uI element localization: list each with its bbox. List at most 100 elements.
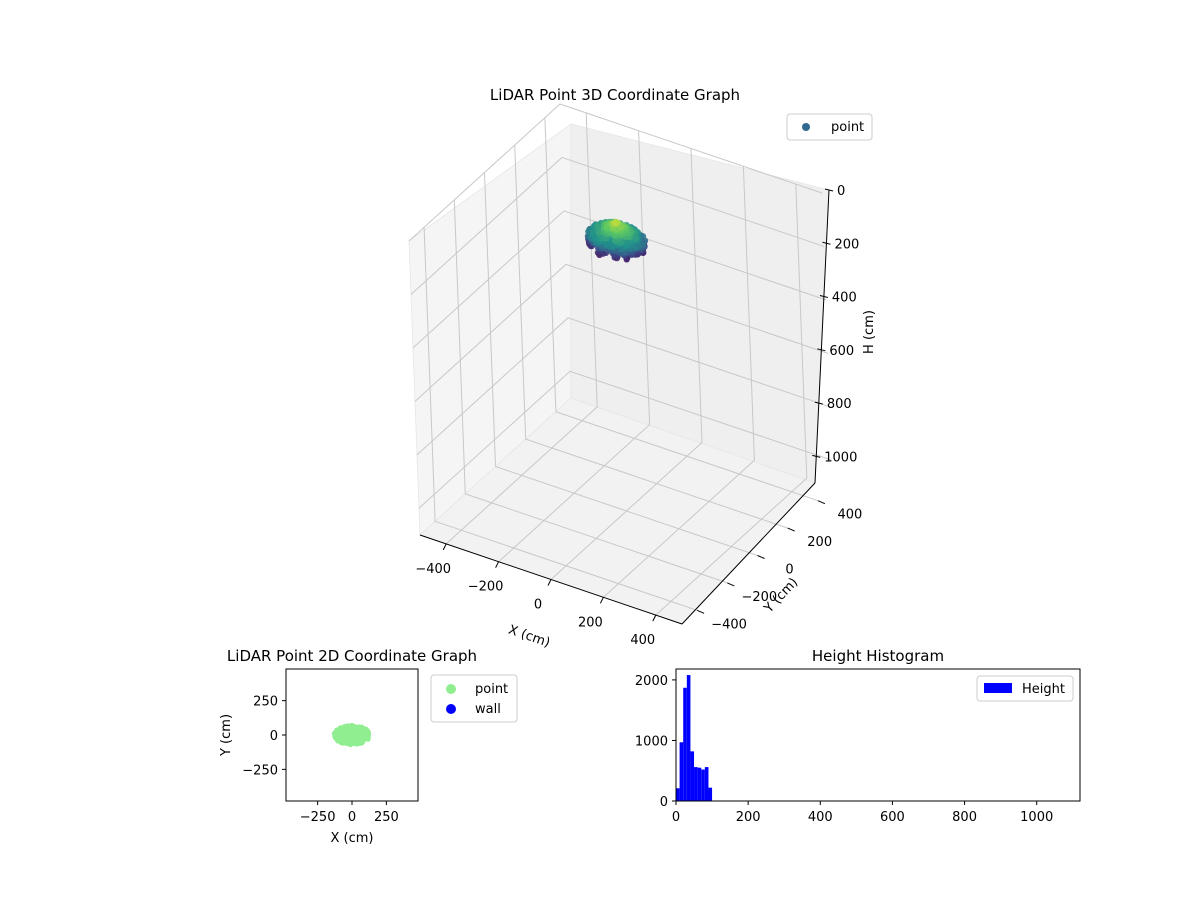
- scatter3d-gridline-z: [410, 156, 825, 295]
- scatter3d-legend: point: [786, 113, 873, 141]
- histogram-bar: [708, 787, 713, 801]
- histogram-bar: [697, 767, 702, 801]
- scatter3d-x-tick: [547, 579, 552, 586]
- scatter2d-point: [365, 734, 371, 740]
- scatter2d-legend-point-marker: [446, 684, 456, 694]
- scatter3d-legend-label: point: [831, 120, 864, 135]
- scatter3d-y-tick: [757, 555, 765, 559]
- histogram-x-tick-label: 200: [736, 810, 761, 825]
- scatter2d-y-tick-label: 250: [253, 695, 278, 710]
- scatter2d-point: [362, 726, 368, 732]
- scatter3d-gridline-z: [408, 103, 823, 242]
- histogram-frame: [675, 668, 1081, 802]
- scatter2d-point: [354, 729, 360, 735]
- scatter3d-gridline-z: [412, 210, 827, 349]
- scatter3d-gridline-x: [655, 184, 808, 616]
- scatter2d-legend-wall-marker: [446, 704, 456, 714]
- scatter3d-legend-box: [786, 113, 873, 141]
- histogram-legend-box: [976, 675, 1074, 702]
- histogram-legend: Height: [976, 675, 1074, 702]
- histogram-bar: [676, 788, 680, 801]
- scatter3d-y-tick-label: 200: [807, 535, 832, 550]
- scatter2d-legend-point-label: point: [475, 682, 508, 697]
- scatter2d-point: [346, 727, 352, 733]
- histogram-bar: [701, 769, 705, 801]
- scatter3d-z-tick-label: 200: [834, 237, 859, 252]
- histogram-y-tick-label: 0: [660, 795, 668, 810]
- scatter2d-x-tick-label: −250: [300, 810, 336, 825]
- scatter2d-point: [365, 730, 371, 736]
- scatter3d-z-tick-label: 1000: [824, 450, 857, 465]
- scatter3d-x-tick: [495, 561, 500, 568]
- histogram-legend-label: Height: [1022, 682, 1065, 697]
- scatter3d-x-tick-label: 400: [630, 633, 655, 648]
- scatter3d-gridline-y: [514, 145, 788, 529]
- scatter2d-x-ticks: −250 0 250: [300, 801, 399, 825]
- scatter2d-points: [331, 722, 371, 748]
- scatter3d-y-tick-label: 0: [785, 563, 793, 578]
- scatter2d-point: [338, 732, 344, 739]
- scatter3d-z-tick: [824, 188, 834, 192]
- scatter3d-gridline-y: [453, 199, 728, 584]
- scatter2d-legend-wall-label: wall: [475, 702, 501, 717]
- scatter3d-y-tick-label: −400: [711, 617, 747, 632]
- scatter2d-point: [332, 730, 339, 736]
- histogram-x-tick-label: 0: [672, 810, 680, 825]
- scatter3d-z-tick: [822, 241, 831, 245]
- scatter3d-gridline-y: [484, 172, 758, 556]
- histogram-x-tick-label: 400: [808, 810, 833, 825]
- scatter3d-z-tick: [819, 295, 829, 299]
- histogram-bar: [690, 751, 695, 801]
- scatter3d-y-tick: [696, 609, 705, 614]
- scatter2d-legend: point wall: [430, 674, 518, 723]
- scatter3d-point: [611, 219, 619, 226]
- scatter3d-z-tick-label: 800: [827, 397, 852, 412]
- scatter3d-chart: LiDAR Point 3D Coordinate Graph −400 −200…: [408, 86, 877, 651]
- histogram-bar: [686, 675, 691, 801]
- scatter2d-y-label: Y (cm): [219, 714, 234, 757]
- histogram-bar: [704, 767, 709, 801]
- scatter3d-gridline-x: [550, 148, 703, 580]
- scatter2d-point: [352, 740, 358, 746]
- scatter3d-gridline-x: [603, 166, 755, 598]
- scatter3d-y-axis-line: [681, 482, 816, 625]
- scatter3d-z-tick: [817, 348, 826, 352]
- scatter2d-point: [351, 736, 357, 742]
- scatter3d-gridline-z: [414, 263, 829, 402]
- scatter3d-grid: [408, 103, 833, 616]
- scatter3d-gridline-z: [416, 317, 831, 456]
- scatter3d-z-label: H (cm): [862, 310, 877, 354]
- scatter2d-y-tick-label: −250: [242, 763, 278, 778]
- scatter3d-x-tick-label: 200: [578, 615, 603, 630]
- scatter3d-z-tick: [812, 454, 821, 458]
- histogram-bar: [679, 742, 684, 801]
- scatter2d-point: [339, 738, 346, 744]
- histogram-y-ticks: 0 1000 2000: [635, 674, 676, 810]
- histogram-x-tick-label: 1000: [1020, 810, 1053, 825]
- scatter2d-y-tick-label: 0: [270, 729, 278, 744]
- histogram-chart: Height Histogram 0 200 400 600 800 1000 0 1000…: [635, 647, 1081, 825]
- histogram-x-ticks: 0 200 400 600 800 1000: [672, 801, 1053, 825]
- scatter3d-title: LiDAR Point 3D Coordinate Graph: [490, 86, 740, 104]
- scatter3d-x-tick-label: −200: [468, 580, 504, 595]
- histogram-y-tick-label: 1000: [635, 734, 668, 749]
- scatter3d-gridline-y: [423, 227, 698, 611]
- histogram-x-tick-label: 800: [952, 810, 977, 825]
- scatter2d-title: LiDAR Point 2D Coordinate Graph: [227, 647, 477, 665]
- scatter3d-legend-marker: [802, 123, 810, 131]
- scatter2d-y-ticks: −250 0 250: [242, 695, 286, 778]
- scatter2d-chart: LiDAR Point 2D Coordinate Graph −250 0 250…: [219, 647, 518, 846]
- scatter3d-x-ticks: −400 −200 0 200 400: [415, 543, 657, 648]
- scatter2d-point: [357, 726, 364, 732]
- scatter3d-x-label: X (cm): [506, 623, 552, 651]
- scatter3d-z-tick: [814, 401, 823, 405]
- scatter3d-x-tick-label: 0: [534, 598, 542, 613]
- histogram-x-tick-label: 600: [880, 810, 905, 825]
- scatter3d-gridline-y: [544, 117, 819, 502]
- histogram-bar: [694, 767, 698, 801]
- scatter3d-gridline-x: [445, 112, 598, 545]
- scatter3d-cluster: [584, 218, 649, 263]
- scatter3d-y-ticks: −400 −200 0 200 400: [696, 500, 862, 632]
- scatter3d-z-tick-label: 0: [837, 184, 845, 199]
